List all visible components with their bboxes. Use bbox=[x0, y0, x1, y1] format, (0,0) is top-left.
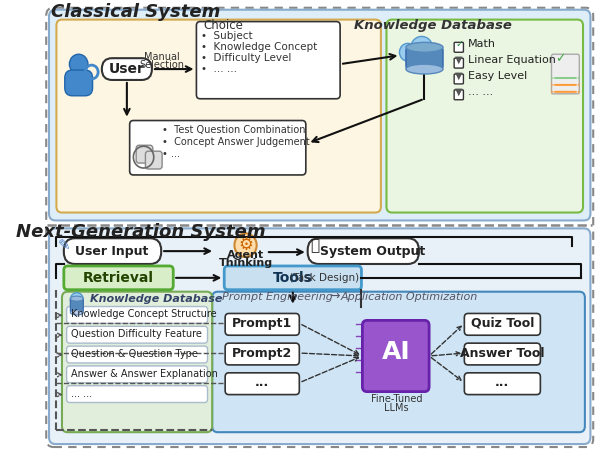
FancyBboxPatch shape bbox=[212, 292, 585, 432]
Text: Knowledge Database: Knowledge Database bbox=[354, 19, 512, 32]
Text: Math: Math bbox=[468, 39, 496, 50]
Text: User: User bbox=[109, 62, 145, 76]
Text: Answer & Answer Explanation: Answer & Answer Explanation bbox=[72, 369, 218, 379]
Text: Tools: Tools bbox=[273, 271, 313, 285]
Text: •  Difficulty Level: • Difficulty Level bbox=[201, 53, 291, 63]
Text: System Output: System Output bbox=[320, 245, 425, 258]
Text: ⚙: ⚙ bbox=[238, 236, 253, 254]
Circle shape bbox=[70, 292, 83, 306]
Text: Choice: Choice bbox=[203, 19, 243, 32]
Text: 🤖: 🤖 bbox=[311, 238, 319, 253]
Ellipse shape bbox=[70, 310, 83, 315]
Text: Fine-Tuned: Fine-Tuned bbox=[371, 393, 423, 404]
Text: Prompt Engineering: Prompt Engineering bbox=[222, 292, 333, 302]
Text: User Input: User Input bbox=[75, 245, 149, 258]
Text: ✓: ✓ bbox=[455, 39, 463, 50]
Circle shape bbox=[234, 233, 257, 257]
FancyBboxPatch shape bbox=[62, 292, 212, 432]
FancyBboxPatch shape bbox=[64, 266, 173, 290]
FancyBboxPatch shape bbox=[454, 74, 464, 84]
FancyBboxPatch shape bbox=[145, 151, 162, 169]
FancyBboxPatch shape bbox=[551, 81, 579, 89]
Circle shape bbox=[69, 54, 88, 74]
Text: ▼: ▼ bbox=[455, 87, 462, 97]
Text: Retrieval: Retrieval bbox=[83, 271, 154, 285]
Text: Knowledge Concept Structure: Knowledge Concept Structure bbox=[72, 310, 217, 320]
Text: ▼: ▼ bbox=[455, 71, 462, 81]
Text: •  Knowledge Concept: • Knowledge Concept bbox=[201, 42, 317, 52]
Text: ✓: ✓ bbox=[555, 52, 566, 65]
Circle shape bbox=[411, 36, 433, 60]
FancyBboxPatch shape bbox=[67, 366, 207, 382]
Text: ... ...: ... ... bbox=[468, 87, 493, 97]
Text: Quiz Tool: Quiz Tool bbox=[471, 317, 534, 330]
FancyBboxPatch shape bbox=[464, 373, 541, 395]
FancyBboxPatch shape bbox=[102, 58, 152, 80]
Text: Question & Question Type: Question & Question Type bbox=[72, 349, 198, 359]
Text: ...: ... bbox=[255, 376, 269, 389]
FancyBboxPatch shape bbox=[225, 373, 299, 395]
FancyBboxPatch shape bbox=[454, 42, 464, 52]
Text: ... ...: ... ... bbox=[72, 389, 92, 399]
Text: Classical System: Classical System bbox=[51, 3, 221, 21]
Text: ✎: ✎ bbox=[57, 238, 70, 253]
FancyBboxPatch shape bbox=[57, 20, 381, 212]
Text: Thinking: Thinking bbox=[219, 258, 272, 268]
Ellipse shape bbox=[70, 296, 83, 301]
Ellipse shape bbox=[406, 42, 443, 52]
Circle shape bbox=[399, 43, 416, 61]
FancyBboxPatch shape bbox=[454, 90, 464, 100]
Text: (Task Design): (Task Design) bbox=[286, 273, 359, 283]
FancyBboxPatch shape bbox=[551, 88, 579, 96]
FancyBboxPatch shape bbox=[406, 47, 443, 69]
FancyBboxPatch shape bbox=[308, 238, 419, 264]
Text: Application Optimization: Application Optimization bbox=[340, 292, 477, 302]
FancyBboxPatch shape bbox=[551, 74, 579, 82]
FancyBboxPatch shape bbox=[67, 326, 207, 343]
Text: Answer Tool: Answer Tool bbox=[460, 346, 545, 360]
Text: Agent: Agent bbox=[227, 250, 264, 260]
FancyBboxPatch shape bbox=[197, 22, 340, 99]
FancyBboxPatch shape bbox=[64, 238, 161, 264]
FancyBboxPatch shape bbox=[224, 266, 361, 290]
Text: Easy Level: Easy Level bbox=[468, 71, 527, 81]
FancyBboxPatch shape bbox=[225, 314, 299, 335]
Text: •  Test Question Combination: • Test Question Combination bbox=[162, 126, 306, 135]
FancyBboxPatch shape bbox=[130, 121, 306, 175]
Text: •  Concept Answer Judgement: • Concept Answer Judgement bbox=[162, 137, 310, 147]
FancyBboxPatch shape bbox=[136, 145, 153, 163]
FancyBboxPatch shape bbox=[67, 346, 207, 363]
Text: →: → bbox=[329, 290, 340, 302]
FancyBboxPatch shape bbox=[551, 54, 579, 94]
FancyBboxPatch shape bbox=[464, 343, 541, 365]
Text: Question Difficulty Feature: Question Difficulty Feature bbox=[72, 329, 202, 339]
Text: Next-Generation System: Next-Generation System bbox=[16, 223, 266, 241]
FancyBboxPatch shape bbox=[225, 343, 299, 365]
FancyBboxPatch shape bbox=[67, 306, 207, 324]
Text: LLMs: LLMs bbox=[384, 403, 409, 414]
Circle shape bbox=[426, 43, 442, 61]
FancyBboxPatch shape bbox=[454, 58, 464, 68]
Text: Prompt1: Prompt1 bbox=[232, 317, 293, 330]
FancyBboxPatch shape bbox=[362, 320, 429, 392]
Text: Linear Equation: Linear Equation bbox=[468, 55, 556, 65]
FancyBboxPatch shape bbox=[67, 386, 207, 402]
FancyBboxPatch shape bbox=[49, 10, 591, 220]
FancyBboxPatch shape bbox=[386, 20, 583, 212]
FancyBboxPatch shape bbox=[49, 228, 591, 444]
FancyBboxPatch shape bbox=[65, 70, 92, 96]
Ellipse shape bbox=[406, 64, 443, 74]
Text: Selection: Selection bbox=[139, 60, 185, 70]
FancyBboxPatch shape bbox=[464, 314, 541, 335]
Text: Prompt2: Prompt2 bbox=[232, 346, 293, 360]
Text: AI: AI bbox=[383, 340, 411, 364]
Text: ...: ... bbox=[495, 376, 510, 389]
Text: •  ... ...: • ... ... bbox=[201, 64, 237, 74]
Text: Manual: Manual bbox=[144, 52, 180, 62]
Text: • ...: • ... bbox=[162, 149, 180, 159]
Text: Knowledge Database: Knowledge Database bbox=[90, 293, 222, 304]
Text: ▼: ▼ bbox=[455, 55, 462, 65]
Text: •  Subject: • Subject bbox=[201, 32, 253, 41]
FancyBboxPatch shape bbox=[70, 299, 83, 312]
